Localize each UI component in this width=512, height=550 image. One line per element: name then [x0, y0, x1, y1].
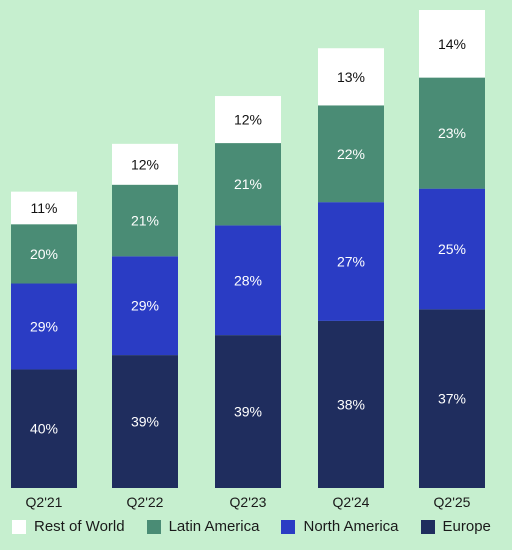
data-label-europe-q2-22: 39% [131, 414, 159, 430]
data-label-rest-of-world-q2-23: 12% [234, 112, 262, 128]
bar-rest-of-world-q2-24 [318, 48, 384, 106]
legend-swatch-europe [420, 519, 435, 534]
data-label-rest-of-world-q2-22: 12% [131, 156, 159, 172]
bar-europe-q2-24 [318, 320, 384, 488]
legend-item-latin-america: Latin America [146, 518, 260, 535]
legend: Rest of World Latin America North America E… [12, 518, 491, 535]
legend-swatch-north-america [281, 519, 296, 534]
bar-rest-of-world-q2-23 [215, 96, 281, 144]
data-label-latin-america-q2-21: 20% [30, 246, 58, 262]
data-label-north-america-q2-21: 29% [30, 318, 58, 334]
data-label-europe-q2-25: 37% [438, 391, 466, 407]
bar-north-america-q2-25 [419, 188, 485, 310]
x-tick-label-q2-21: Q2'21 [26, 494, 63, 510]
data-label-north-america-q2-24: 27% [337, 254, 365, 270]
bar-north-america-q2-24 [318, 202, 384, 321]
data-label-europe-q2-23: 39% [234, 404, 262, 420]
data-label-latin-america-q2-22: 21% [131, 213, 159, 229]
bar-europe-q2-23 [215, 335, 281, 488]
bar-north-america-q2-22 [112, 256, 178, 356]
data-label-latin-america-q2-24: 22% [337, 146, 365, 162]
bar-europe-q2-21 [11, 369, 77, 488]
x-tick-label-q2-23: Q2'23 [230, 494, 267, 510]
data-label-rest-of-world-q2-25: 14% [438, 36, 466, 52]
legend-label-north-america: North America [303, 518, 399, 535]
bar-latin-america-q2-25 [419, 77, 485, 189]
data-label-rest-of-world-q2-24: 13% [337, 69, 365, 85]
bar-rest-of-world-q2-22 [112, 143, 178, 185]
data-label-north-america-q2-22: 29% [131, 298, 159, 314]
bar-rest-of-world-q2-21 [11, 191, 77, 225]
bar-latin-america-q2-22 [112, 184, 178, 257]
data-label-europe-q2-24: 38% [337, 396, 365, 412]
legend-item-europe: Europe [420, 518, 491, 535]
x-tick-label-q2-25: Q2'25 [434, 494, 471, 510]
legend-label-europe: Europe [442, 518, 491, 535]
legend-item-rest-of-world: Rest of World [12, 518, 125, 535]
x-tick-label-q2-24: Q2'24 [333, 494, 370, 510]
bar-latin-america-q2-24 [318, 105, 384, 203]
bar-rest-of-world-q2-25 [419, 10, 485, 78]
data-label-latin-america-q2-23: 21% [234, 176, 262, 192]
data-label-north-america-q2-25: 25% [438, 241, 466, 257]
legend-label-rest-of-world: Rest of World [34, 518, 125, 535]
stacked-bar-chart: 40% 29% 20% 11% Q2'21 39% 29% 21% 12% Q2'22 39% 28%… [11, 10, 485, 510]
bar-europe-q2-22 [112, 355, 178, 488]
legend-swatch-rest-of-world [12, 519, 26, 534]
legend-label-latin-america: Latin America [168, 518, 260, 535]
legend-swatch-latin-america [146, 519, 161, 534]
data-label-north-america-q2-23: 28% [234, 272, 262, 288]
x-tick-label-q2-22: Q2'22 [127, 494, 164, 510]
legend-item-north-america: North America [281, 518, 399, 535]
bar-europe-q2-25 [419, 309, 485, 488]
bar-latin-america-q2-23 [215, 143, 281, 226]
data-label-latin-america-q2-25: 23% [438, 125, 466, 141]
bar-north-america-q2-23 [215, 225, 281, 336]
bar-north-america-q2-21 [11, 283, 77, 370]
data-label-rest-of-world-q2-21: 11% [31, 200, 58, 216]
data-label-europe-q2-21: 40% [30, 421, 58, 437]
bar-latin-america-q2-21 [11, 224, 77, 284]
